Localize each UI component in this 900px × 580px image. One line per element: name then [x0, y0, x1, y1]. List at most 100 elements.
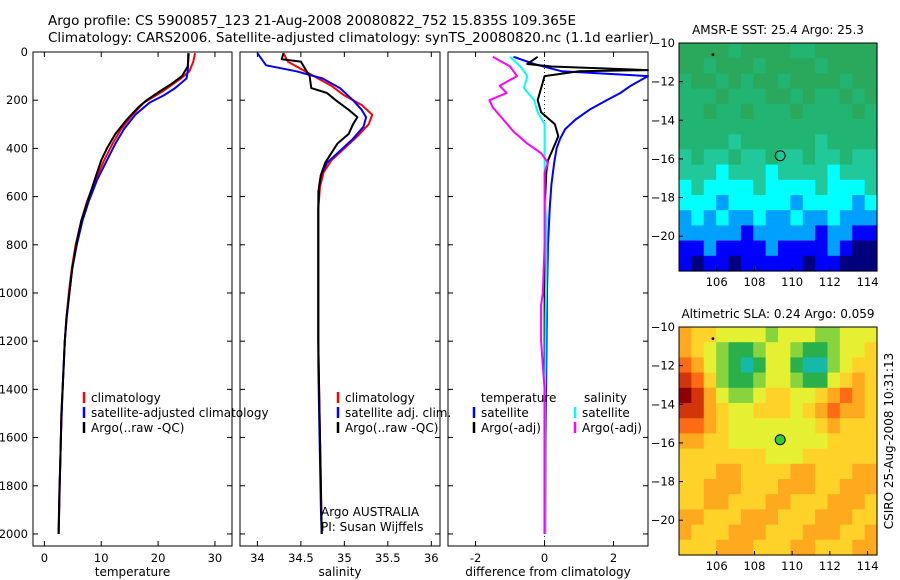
sst-map-cell	[740, 225, 754, 242]
sla-map-cell	[815, 494, 829, 510]
sst-map-cell	[703, 103, 717, 120]
sla-map-cell	[815, 342, 829, 358]
sla-map-cell	[827, 448, 841, 465]
sla-map-cell	[864, 433, 878, 450]
depth-tick-label: 2000	[0, 527, 28, 541]
sst-map-cell	[790, 210, 804, 226]
sst-map-cell	[815, 210, 829, 226]
sla-map-cell	[790, 524, 804, 541]
sla-map-cell	[740, 387, 754, 404]
sla-map-cell	[778, 327, 791, 343]
sst-map-xtick-label: 106	[706, 275, 728, 289]
sst-map-cell	[827, 164, 841, 181]
sla-map-cell	[728, 387, 742, 404]
sst-map-cell	[728, 119, 742, 135]
sla-map-cell	[740, 448, 754, 465]
sst-map-cell	[815, 179, 829, 196]
sst-map-cell	[679, 179, 692, 196]
salinity-legend-item: satellite adj. clim.	[345, 406, 451, 420]
sst-map-cell	[839, 119, 853, 135]
sla-map-cell	[728, 539, 742, 556]
sla-map-cell	[679, 327, 692, 343]
sst-map-cell	[852, 210, 866, 226]
sla-map-cell	[839, 539, 853, 556]
sla-map-cell	[802, 479, 816, 495]
sla-map-cell	[753, 357, 767, 374]
sst-map-cell	[753, 164, 767, 181]
sst-map-cell	[703, 88, 717, 105]
sst-map-cell	[703, 134, 717, 150]
sst-map-cell	[790, 73, 804, 90]
sst-map-cell	[753, 225, 767, 242]
sla-map-cell	[691, 509, 705, 526]
sla-map-cell	[679, 403, 692, 419]
sst-map-cell	[753, 179, 767, 196]
sla-map-cell	[815, 433, 829, 450]
sst-map-xtick-label: 108	[743, 275, 765, 289]
sst-map-cell	[740, 103, 754, 120]
sla-map-cell	[691, 403, 705, 419]
temperature-legend-item: climatology	[91, 391, 161, 405]
sla-map-cell	[679, 372, 692, 389]
sst-map-cell	[679, 240, 692, 257]
sla-map-cell	[852, 524, 866, 541]
sla-map-cell	[815, 403, 829, 419]
sla-map-cell	[815, 448, 829, 465]
temperature-legend-item: satellite-adjusted climatology	[91, 406, 269, 420]
sla-map-title: Altimetric SLA: 0.24 Argo: 0.059	[681, 307, 874, 321]
difference-frame	[447, 51, 649, 547]
sla-map-cell	[815, 327, 829, 343]
sla-map-cell	[740, 524, 754, 541]
sla-map-cell	[778, 357, 791, 374]
sst-map-cell	[802, 103, 816, 120]
sst-map-cell	[691, 103, 705, 120]
sla-map-cell	[864, 539, 878, 556]
sla-map-cell	[815, 387, 829, 404]
sla-map-cell	[827, 494, 841, 510]
difference-panel	[447, 51, 649, 547]
sla-map-cell	[765, 524, 779, 541]
sst-map-cell	[852, 43, 866, 59]
sla-map-cell	[765, 479, 779, 495]
sst-map-cell	[852, 179, 866, 196]
sst-map-cell	[753, 255, 767, 272]
sst-map-cell	[852, 88, 866, 105]
sla-map-cell	[691, 433, 705, 450]
sst-map-cell	[753, 43, 767, 59]
sla-map-cell	[852, 463, 866, 480]
sla-map-cell	[691, 494, 705, 510]
sla-map-cell	[852, 342, 866, 358]
sst-map-cell	[691, 225, 705, 242]
sst-map-cell	[765, 210, 779, 226]
sla-map-cell	[827, 463, 841, 480]
sst-map-cell	[765, 195, 779, 211]
sla-map-cell	[839, 357, 853, 374]
temperature-panel	[32, 51, 233, 547]
sst-map-cell	[852, 58, 866, 74]
sla-map-cell	[753, 539, 767, 556]
temperature-xlabel: temperature	[95, 565, 170, 579]
sla-map-cell	[790, 448, 804, 465]
sst-map-cell	[852, 103, 866, 120]
sst-map-cell	[839, 195, 853, 211]
sst-map-cell	[679, 195, 692, 211]
sst-map-cell	[728, 164, 742, 181]
sst-map-cell	[716, 240, 730, 257]
sst-map-frame	[678, 42, 878, 272]
salinity-xtick-label: 35	[337, 551, 352, 565]
sla-map-cell	[802, 494, 816, 510]
sla-map-cell	[753, 372, 767, 389]
sst-map-cell	[827, 58, 841, 74]
difference-xtick-label: -2	[470, 551, 481, 565]
sla-map-cell	[740, 463, 754, 480]
sla-map-cell	[716, 327, 730, 343]
sst-map-cell	[839, 164, 853, 181]
sla-map-panel	[678, 326, 878, 556]
sla-map-cell	[740, 342, 754, 358]
sst-map-cell	[790, 255, 804, 272]
annotation-argo-australia: Argo AUSTRALIA	[321, 505, 420, 519]
sst-map-cell	[728, 240, 742, 257]
sla-map-cell	[753, 403, 767, 419]
salinity-frame	[239, 51, 441, 547]
